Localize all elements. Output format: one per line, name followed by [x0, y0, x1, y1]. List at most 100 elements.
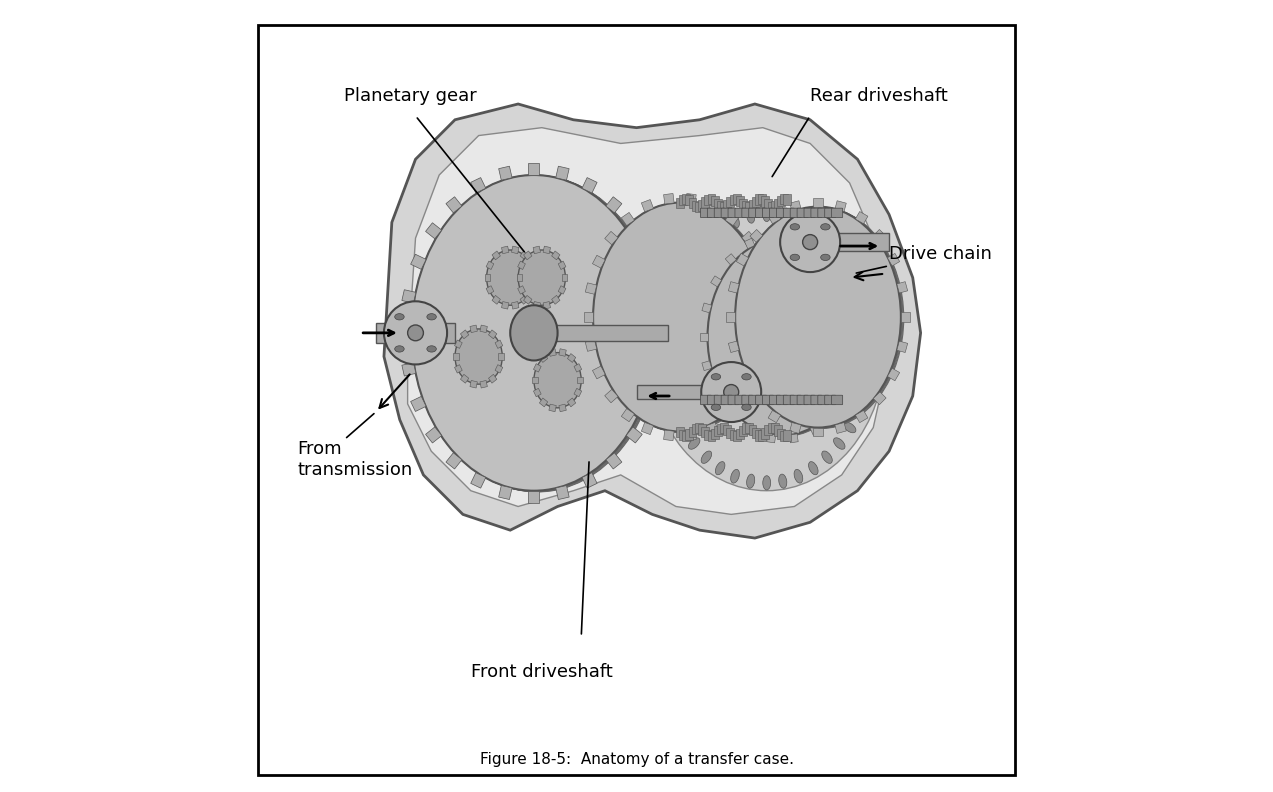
- Polygon shape: [486, 286, 494, 294]
- Ellipse shape: [834, 248, 845, 260]
- Bar: [689, 198, 696, 208]
- FancyBboxPatch shape: [783, 208, 794, 218]
- Ellipse shape: [407, 325, 424, 341]
- Polygon shape: [574, 388, 582, 397]
- Bar: [727, 197, 735, 208]
- Bar: [761, 196, 769, 207]
- Polygon shape: [789, 200, 801, 211]
- FancyBboxPatch shape: [742, 395, 752, 405]
- Polygon shape: [745, 238, 755, 249]
- Polygon shape: [621, 212, 634, 226]
- FancyBboxPatch shape: [756, 395, 766, 405]
- Ellipse shape: [658, 366, 672, 374]
- Bar: [742, 423, 750, 433]
- Ellipse shape: [415, 176, 659, 492]
- Ellipse shape: [844, 422, 855, 432]
- Ellipse shape: [794, 214, 803, 228]
- Polygon shape: [400, 327, 411, 338]
- Ellipse shape: [852, 405, 864, 414]
- Bar: [764, 200, 773, 210]
- Polygon shape: [750, 392, 763, 405]
- Polygon shape: [763, 283, 774, 295]
- Bar: [698, 200, 707, 211]
- FancyBboxPatch shape: [728, 395, 740, 405]
- Polygon shape: [701, 303, 712, 313]
- Ellipse shape: [426, 314, 437, 320]
- Polygon shape: [642, 422, 653, 435]
- Bar: [717, 424, 724, 434]
- Bar: [783, 194, 792, 204]
- Ellipse shape: [737, 208, 903, 428]
- Bar: [704, 430, 713, 440]
- Text: Rear driveshaft: Rear driveshaft: [810, 87, 948, 105]
- Polygon shape: [789, 434, 798, 443]
- Bar: [777, 428, 785, 439]
- Bar: [749, 200, 756, 210]
- Polygon shape: [491, 295, 500, 304]
- Polygon shape: [586, 340, 597, 352]
- Ellipse shape: [858, 386, 871, 394]
- Ellipse shape: [412, 176, 658, 491]
- Polygon shape: [558, 286, 566, 294]
- Polygon shape: [533, 246, 541, 253]
- Polygon shape: [540, 353, 547, 363]
- Polygon shape: [652, 290, 666, 303]
- Bar: [695, 423, 703, 433]
- Polygon shape: [485, 275, 490, 281]
- Polygon shape: [901, 312, 910, 322]
- Bar: [682, 194, 690, 204]
- Ellipse shape: [708, 238, 858, 436]
- Bar: [685, 196, 694, 205]
- Bar: [757, 194, 766, 204]
- Bar: [717, 201, 724, 211]
- Polygon shape: [491, 251, 500, 260]
- Ellipse shape: [808, 462, 819, 474]
- Bar: [714, 199, 722, 209]
- FancyBboxPatch shape: [721, 395, 732, 405]
- Polygon shape: [652, 363, 666, 376]
- FancyBboxPatch shape: [805, 395, 815, 405]
- Polygon shape: [755, 366, 768, 379]
- Ellipse shape: [593, 203, 768, 432]
- Polygon shape: [726, 409, 736, 420]
- Ellipse shape: [709, 238, 859, 436]
- Polygon shape: [789, 423, 801, 433]
- FancyBboxPatch shape: [769, 208, 780, 218]
- FancyBboxPatch shape: [797, 208, 808, 218]
- Ellipse shape: [708, 238, 858, 436]
- Bar: [714, 426, 722, 436]
- Ellipse shape: [412, 175, 657, 491]
- Bar: [682, 431, 690, 441]
- Ellipse shape: [821, 223, 830, 230]
- Text: Figure 18-5:  Anatomy of a transfer case.: Figure 18-5: Anatomy of a transfer case.: [480, 752, 793, 767]
- Text: Front driveshaft: Front driveshaft: [471, 663, 612, 681]
- FancyBboxPatch shape: [708, 395, 718, 405]
- Ellipse shape: [415, 176, 659, 492]
- FancyBboxPatch shape: [728, 208, 740, 218]
- Polygon shape: [461, 330, 468, 339]
- Polygon shape: [829, 409, 840, 420]
- Bar: [729, 195, 737, 205]
- FancyBboxPatch shape: [777, 395, 788, 405]
- Ellipse shape: [731, 214, 740, 228]
- Polygon shape: [810, 425, 821, 436]
- Polygon shape: [592, 366, 605, 379]
- Polygon shape: [480, 325, 488, 333]
- Polygon shape: [768, 410, 780, 423]
- Polygon shape: [486, 261, 494, 269]
- Polygon shape: [402, 290, 416, 303]
- Ellipse shape: [791, 254, 799, 261]
- Bar: [729, 430, 737, 440]
- Polygon shape: [528, 491, 540, 503]
- Ellipse shape: [594, 203, 768, 432]
- Polygon shape: [454, 340, 462, 348]
- Polygon shape: [582, 177, 597, 193]
- Polygon shape: [523, 295, 532, 304]
- Polygon shape: [742, 390, 755, 403]
- Polygon shape: [663, 193, 675, 204]
- Ellipse shape: [668, 405, 682, 414]
- Polygon shape: [495, 340, 503, 348]
- Bar: [733, 194, 741, 204]
- Polygon shape: [446, 453, 462, 469]
- Polygon shape: [710, 276, 722, 287]
